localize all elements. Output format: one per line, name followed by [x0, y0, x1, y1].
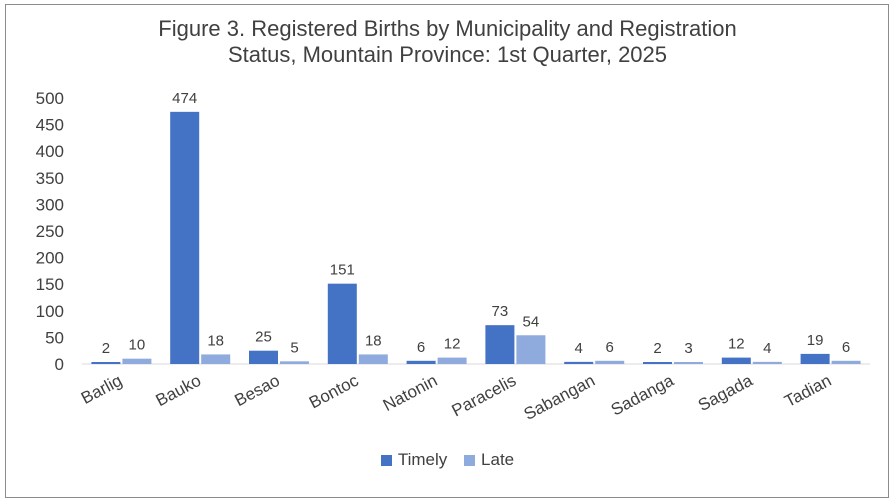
data-label-timely-bontoc: 151 [330, 262, 355, 279]
data-label-late-besao: 5 [290, 339, 298, 356]
chart-title: Figure 3. Registered Births by Municipal… [0, 16, 895, 68]
data-label-late-tadian: 6 [842, 339, 850, 356]
chart-title-line-1: Figure 3. Registered Births by Municipal… [158, 16, 737, 41]
chart-title-line-2: Status, Mountain Province: 1st Quarter, … [227, 42, 668, 67]
bar-timely-natonin [406, 360, 436, 364]
bar-late-bauko [201, 354, 231, 364]
y-tick-label: 250 [36, 222, 64, 241]
x-tick-label-barlig: Barlig [78, 371, 125, 408]
y-tick-label: 350 [36, 169, 64, 188]
bar-timely-bontoc [327, 283, 357, 364]
data-label-late-sadanga: 3 [684, 340, 692, 357]
x-tick-label-natonin: Natonin [380, 371, 441, 415]
bar-timely-bauko [170, 111, 200, 364]
legend-item-late: Late [464, 450, 514, 470]
legend-swatch-timely [380, 454, 392, 466]
chart-frame [5, 4, 889, 498]
bar-late-paracelis [516, 335, 546, 364]
bar-timely-sabangan [564, 361, 594, 364]
bar-timely-sagada [721, 357, 751, 364]
data-label-late-bauko: 18 [207, 332, 224, 349]
x-tick-label-sadanga: Sadanga [608, 371, 678, 420]
y-tick-label: 150 [36, 275, 64, 294]
x-tick-label-bauko: Bauko [153, 371, 204, 410]
y-tick-label: 50 [45, 328, 64, 347]
bar-late-tadian [831, 360, 861, 364]
data-label-late-natonin: 12 [444, 336, 461, 353]
y-tick-label: 450 [36, 116, 64, 135]
bar-late-natonin [437, 357, 467, 364]
data-label-late-paracelis: 54 [523, 313, 540, 330]
bar-late-bontoc [358, 354, 388, 364]
y-tick-label: 100 [36, 302, 64, 321]
legend-item-timely: Timely [380, 450, 448, 470]
data-label-timely-paracelis: 73 [492, 303, 509, 320]
bar-timely-barlig [91, 362, 121, 364]
x-tick-label-paracelis: Paracelis [449, 371, 520, 421]
y-tick-label: 0 [55, 355, 64, 374]
data-label-timely-sadanga: 2 [653, 340, 661, 357]
bar-late-sadanga [674, 362, 703, 364]
bar-timely-sadanga [643, 362, 672, 364]
bar-timely-paracelis [485, 325, 515, 364]
data-label-timely-tadian: 19 [807, 332, 824, 349]
data-label-late-sagada: 4 [763, 340, 771, 357]
bar-late-besao [280, 361, 309, 364]
y-tick-label: 200 [36, 249, 64, 268]
bar-late-sagada [752, 361, 782, 364]
data-label-timely-barlig: 2 [102, 340, 110, 357]
legend-label-timely: Timely [397, 450, 448, 469]
y-tick-label: 500 [36, 89, 64, 108]
bar-late-sabangan [595, 360, 625, 364]
legend-swatch-late [464, 454, 476, 466]
legend: Timely Late [0, 450, 895, 471]
data-label-late-sabangan: 6 [606, 339, 614, 356]
data-label-late-bontoc: 18 [365, 332, 382, 349]
data-label-timely-natonin: 6 [417, 339, 425, 356]
data-label-late-barlig: 10 [129, 337, 146, 354]
y-tick-label: 300 [36, 195, 64, 214]
x-tick-label-sabangan: Sabangan [521, 371, 598, 424]
legend-label-late: Late [481, 450, 515, 469]
x-tick-label-tadian: Tadian [781, 371, 834, 411]
bar-timely-besao [249, 350, 278, 364]
data-label-timely-besao: 25 [255, 329, 272, 346]
data-label-timely-sabangan: 4 [575, 340, 583, 357]
x-tick-label-besao: Besao [231, 371, 282, 410]
x-tick-label-sagada: Sagada [695, 371, 756, 416]
data-label-timely-bauko: 474 [172, 90, 197, 107]
x-tick-label-bontoc: Bontoc [306, 371, 362, 413]
data-label-timely-sagada: 12 [728, 336, 745, 353]
bar-late-barlig [122, 358, 152, 364]
bar-timely-tadian [800, 353, 830, 364]
y-tick-label: 400 [36, 142, 64, 161]
